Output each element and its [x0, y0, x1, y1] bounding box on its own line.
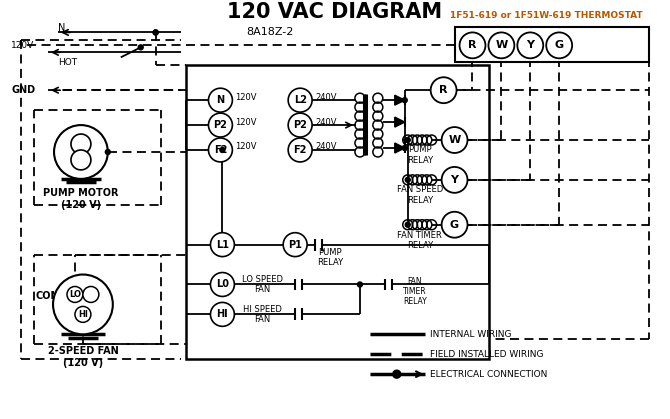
- Bar: [454, 27, 649, 62]
- Circle shape: [208, 113, 232, 137]
- Text: 120V: 120V: [11, 41, 34, 50]
- Circle shape: [210, 272, 234, 297]
- Polygon shape: [395, 95, 405, 105]
- Text: FAN
TIMER
RELAY: FAN TIMER RELAY: [403, 277, 427, 306]
- Circle shape: [288, 138, 312, 162]
- Text: N: N: [216, 95, 224, 105]
- Text: P2: P2: [214, 120, 227, 130]
- Polygon shape: [395, 143, 405, 153]
- Circle shape: [210, 233, 234, 256]
- Text: HOT: HOT: [58, 58, 77, 67]
- Circle shape: [405, 222, 410, 227]
- Text: L0: L0: [216, 279, 229, 290]
- Circle shape: [210, 303, 234, 326]
- Text: 1F51-619 or 1F51W-619 THERMOSTAT: 1F51-619 or 1F51W-619 THERMOSTAT: [450, 11, 643, 20]
- Circle shape: [488, 32, 515, 58]
- Text: Y: Y: [526, 40, 534, 50]
- Circle shape: [153, 30, 158, 35]
- Circle shape: [442, 127, 468, 153]
- Text: 120 VAC DIAGRAM: 120 VAC DIAGRAM: [227, 3, 443, 23]
- Text: L2: L2: [293, 95, 307, 105]
- Circle shape: [460, 32, 486, 58]
- Circle shape: [517, 32, 543, 58]
- Circle shape: [442, 167, 468, 193]
- Text: FAN TIMER
RELAY: FAN TIMER RELAY: [397, 231, 442, 251]
- Text: P2: P2: [293, 120, 307, 130]
- Circle shape: [442, 212, 468, 238]
- Circle shape: [208, 138, 232, 162]
- Circle shape: [67, 287, 83, 303]
- Text: F2: F2: [214, 145, 227, 155]
- Circle shape: [138, 45, 143, 50]
- Text: R: R: [468, 40, 477, 50]
- Text: PUMP MOTOR
(120 V): PUMP MOTOR (120 V): [43, 188, 119, 210]
- Circle shape: [83, 287, 99, 303]
- Text: Y: Y: [450, 175, 458, 185]
- Circle shape: [402, 98, 407, 103]
- Polygon shape: [395, 117, 405, 127]
- Text: LO: LO: [69, 290, 81, 299]
- Text: 8A18Z-2: 8A18Z-2: [247, 27, 294, 37]
- Circle shape: [288, 113, 312, 137]
- Text: PUMP
RELAY: PUMP RELAY: [407, 145, 433, 165]
- Text: 120V: 120V: [235, 118, 257, 127]
- Text: W: W: [448, 135, 461, 145]
- Circle shape: [71, 150, 91, 170]
- Circle shape: [153, 30, 158, 35]
- Text: FAN SPEED
RELAY: FAN SPEED RELAY: [397, 185, 443, 204]
- Text: HI: HI: [78, 310, 88, 319]
- Circle shape: [54, 125, 108, 179]
- Circle shape: [431, 77, 456, 103]
- Circle shape: [405, 137, 410, 142]
- Circle shape: [288, 88, 312, 112]
- Text: GND: GND: [11, 85, 36, 95]
- Text: COM: COM: [36, 292, 60, 301]
- Text: 240V: 240V: [315, 142, 336, 152]
- Circle shape: [71, 134, 91, 154]
- Text: HI: HI: [216, 309, 228, 319]
- Text: 2-SPEED FAN
(120 V): 2-SPEED FAN (120 V): [48, 347, 119, 368]
- Text: R: R: [440, 85, 448, 95]
- Text: 240V: 240V: [315, 93, 336, 102]
- Text: 120V: 120V: [235, 142, 257, 152]
- Circle shape: [53, 274, 113, 334]
- Text: LO SPEED
FAN: LO SPEED FAN: [242, 275, 283, 294]
- Bar: [186, 65, 489, 359]
- Circle shape: [357, 282, 362, 287]
- Circle shape: [220, 147, 225, 153]
- Text: W: W: [495, 40, 507, 50]
- Text: FIELD INSTALLED WIRING: FIELD INSTALLED WIRING: [429, 350, 543, 359]
- Text: HI SPEED
FAN: HI SPEED FAN: [243, 305, 281, 324]
- Text: INTERNAL WIRING: INTERNAL WIRING: [429, 330, 511, 339]
- Circle shape: [393, 370, 401, 378]
- Text: G: G: [555, 40, 563, 50]
- Text: P1: P1: [288, 240, 302, 250]
- Text: 240V: 240V: [315, 118, 336, 127]
- Circle shape: [75, 306, 91, 322]
- Text: G: G: [450, 220, 459, 230]
- Circle shape: [546, 32, 572, 58]
- Text: PUMP
RELAY: PUMP RELAY: [317, 248, 343, 267]
- Text: N: N: [58, 23, 66, 34]
- Text: F2: F2: [293, 145, 307, 155]
- Circle shape: [283, 233, 307, 256]
- Circle shape: [405, 177, 410, 182]
- Circle shape: [402, 145, 407, 150]
- Circle shape: [208, 88, 232, 112]
- Text: L1: L1: [216, 240, 229, 250]
- Text: 120V: 120V: [235, 93, 257, 102]
- Text: ELECTRICAL CONNECTION: ELECTRICAL CONNECTION: [429, 370, 547, 379]
- Circle shape: [105, 150, 111, 155]
